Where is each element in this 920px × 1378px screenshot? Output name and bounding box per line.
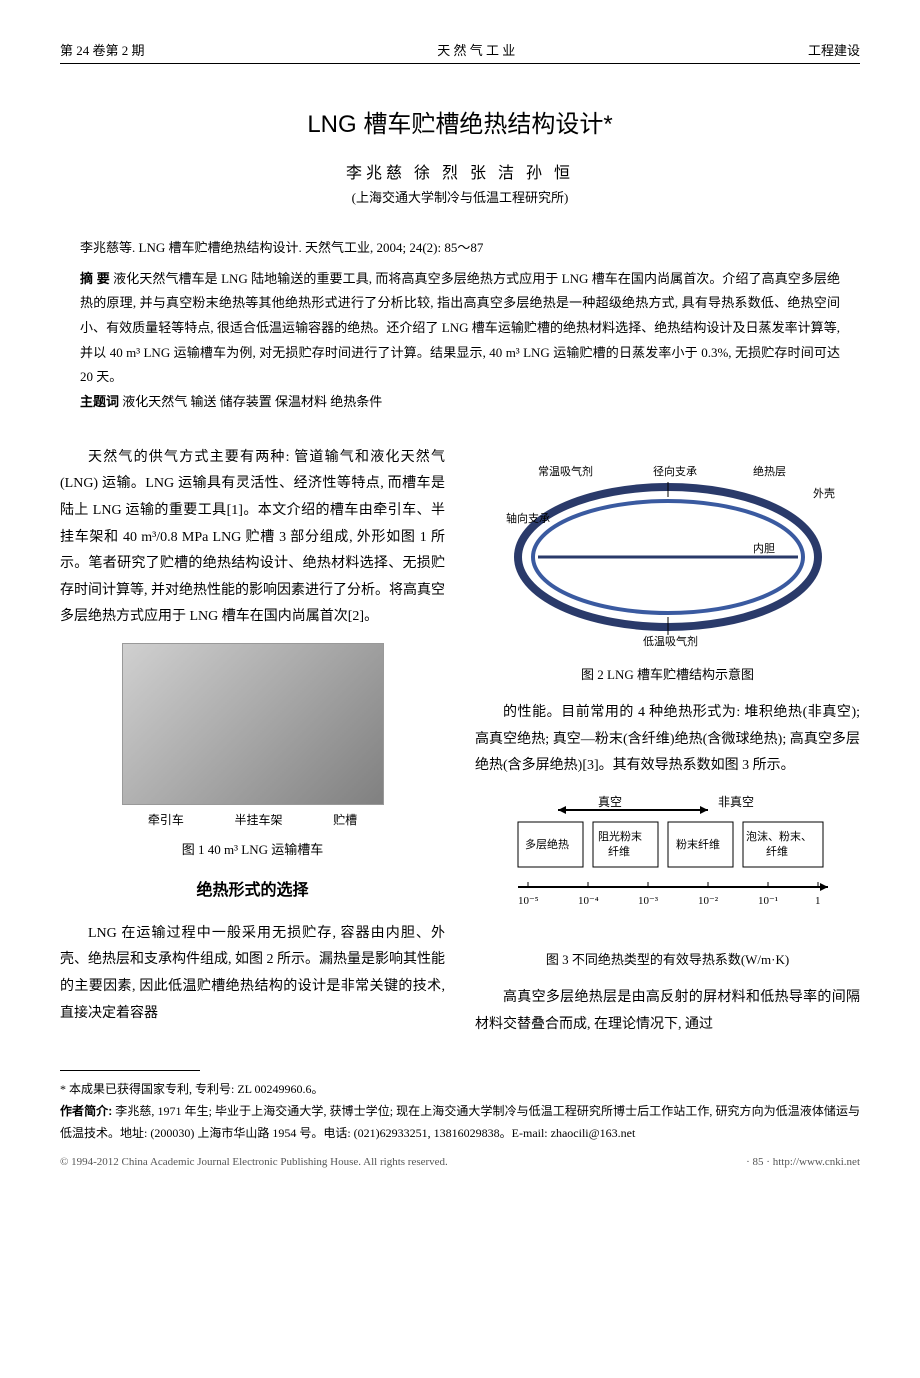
figure-3: 真空 非真空 多层绝热 阻光粉末 纤维 粉末纤维 泡沫、粉末、 纤维 [475, 792, 860, 973]
truck-photo-placeholder [122, 643, 384, 805]
conductivity-chart: 真空 非真空 多层绝热 阻光粉末 纤维 粉末纤维 泡沫、粉末、 纤维 [498, 792, 838, 932]
fig1-caption: 图 1 40 m³ LNG 运输槽车 [60, 838, 445, 863]
fig3-tick-3: 10⁻² [698, 895, 719, 907]
keywords: 液化天然气 输送 储存装置 保温材料 绝热条件 [122, 394, 382, 409]
citation-line: 李兆慈等. LNG 槽车贮槽绝热结构设计. 天然气工业, 2004; 24(2)… [80, 236, 840, 261]
fig3-tick-0: 10⁻⁵ [518, 895, 539, 907]
body-p3: 的性能。目前常用的 4 种绝热形式为: 堆积绝热(非真空); 高真空绝热; 真空… [475, 700, 860, 780]
fig2-l1: 常温吸气剂 [538, 464, 593, 478]
fig3-cat-2: 粉末纤维 [676, 837, 720, 851]
body-p1: 天然气的供气方式主要有两种: 管道输气和液化天然气(LNG) 运输。LNG 运输… [60, 445, 445, 631]
header-left: 第 24 卷第 2 期 [60, 40, 145, 59]
body-p4: 高真空多层绝热层是由高反射的屏材料和低热导率的间隔材料交替叠合而成, 在理论情况… [475, 985, 860, 1038]
header-right: 工程建设 [808, 40, 860, 59]
fig2-l5: 外壳 [813, 486, 835, 500]
fig3-cat-1: 阻光粉末 [598, 829, 642, 843]
footnote-1: * 本成果已获得国家专利, 专利号: ZL 00249960.6。 [60, 1079, 860, 1101]
cnki-url: http://www.cnki.net [773, 1156, 860, 1168]
fig1-label-2: 贮槽 [333, 809, 357, 832]
authors: 李兆慈 徐 烈 张 洁 孙 恒 [60, 159, 860, 183]
paper-title: LNG 槽车贮槽绝热结构设计* [60, 104, 860, 139]
footnotes: * 本成果已获得国家专利, 专利号: ZL 00249960.6。 作者简介: … [60, 1079, 860, 1144]
fig3-cat-3: 泡沫、粉末、 [746, 829, 812, 843]
fig3-tick-5: 1 [815, 895, 821, 907]
abstract-block: 李兆慈等. LNG 槽车贮槽绝热结构设计. 天然气工业, 2004; 24(2)… [80, 236, 840, 415]
fig3-tick-2: 10⁻³ [638, 895, 659, 907]
fig2-l4: 绝热层 [753, 464, 786, 478]
abstract-text: 液化天然气槽车是 LNG 陆地输送的重要工具, 而将高真空多层绝热方式应用于 L… [80, 271, 840, 385]
svg-text:纤维: 纤维 [766, 845, 788, 858]
journal-header: 第 24 卷第 2 期 天 然 气 工 业 工程建设 [60, 40, 860, 64]
right-column: 常温吸气剂 径向支承 绝热层 外壳 轴向支承 内胆 低温吸气剂 图 2 LNG … [475, 445, 860, 1041]
fig3-top-0: 真空 [598, 795, 622, 809]
left-column: 天然气的供气方式主要有两种: 管道输气和液化天然气(LNG) 运输。LNG 运输… [60, 445, 445, 1041]
fig3-tick-1: 10⁻⁴ [578, 895, 599, 907]
footnote-separator [60, 1070, 200, 1071]
fig3-top-1: 非真空 [718, 795, 754, 809]
page-footer: © 1994-2012 China Academic Journal Elect… [60, 1156, 860, 1168]
author-bio-label: 作者简介: [60, 1104, 112, 1118]
fig2-l7: 低温吸气剂 [643, 634, 698, 647]
body-p2: LNG 在运输过程中一般采用无损贮存, 容器由内胆、外壳、绝热层和支承构件组成,… [60, 921, 445, 1027]
figure-1: 牵引车 半挂车架 贮槽 图 1 40 m³ LNG 运输槽车 [60, 643, 445, 862]
page-number: · 85 · [746, 1156, 770, 1168]
fig2-caption: 图 2 LNG 槽车贮槽结构示意图 [475, 663, 860, 688]
tank-structure-diagram: 常温吸气剂 径向支承 绝热层 外壳 轴向支承 内胆 低温吸气剂 [498, 457, 838, 647]
fig3-caption: 图 3 不同绝热类型的有效导热系数(W/m·K) [475, 948, 860, 973]
fig2-l6: 内胆 [753, 541, 775, 555]
fig1-label-0: 牵引车 [148, 809, 184, 832]
fig2-l2: 轴向支承 [506, 511, 550, 525]
figure-2: 常温吸气剂 径向支承 绝热层 外壳 轴向支承 内胆 低温吸气剂 图 2 LNG … [475, 457, 860, 688]
fig1-label-1: 半挂车架 [234, 809, 282, 832]
author-bio: 李兆慈, 1971 年生; 毕业于上海交通大学, 获博士学位; 现在上海交通大学… [60, 1104, 860, 1140]
svg-text:纤维: 纤维 [608, 845, 630, 858]
abstract-label: 摘 要 [80, 271, 110, 286]
fig3-cat-0: 多层绝热 [525, 837, 569, 851]
section-1-title: 绝热形式的选择 [60, 876, 445, 906]
keywords-label: 主题词 [80, 394, 119, 409]
copyright: © 1994-2012 China Academic Journal Elect… [60, 1156, 448, 1168]
affiliation: (上海交通大学制冷与低温工程研究所) [60, 187, 860, 206]
fig2-l3: 径向支承 [653, 464, 697, 478]
header-center: 天 然 气 工 业 [437, 40, 515, 59]
fig3-tick-4: 10⁻¹ [758, 895, 778, 907]
